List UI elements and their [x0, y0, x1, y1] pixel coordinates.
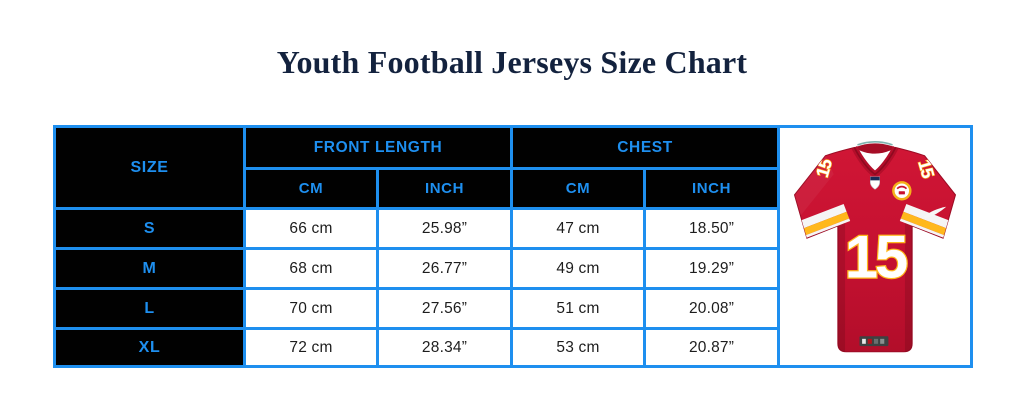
nike-swoosh-icon — [923, 206, 947, 219]
front-length-cm-value: 70 cm — [243, 287, 379, 330]
size-chart-table: SIZE FRONT LENGTH CHEST — [53, 125, 974, 368]
header-chest: CHEST — [510, 125, 781, 170]
subheader-chest-inch: INCH — [643, 167, 781, 210]
chest-inch-value: 20.08” — [643, 287, 781, 330]
front-length-cm-value: 66 cm — [243, 207, 379, 250]
front-length-cm-value: 68 cm — [243, 247, 379, 290]
jersey-15-image: 15 15 15 — [793, 140, 957, 353]
jersey-number: 15 — [845, 223, 907, 290]
table-row: M 68 cm 26.77” 49 cm 19.29” — [53, 247, 972, 290]
table-row: S 66 cm 25.98” 47 cm 18.50” — [53, 207, 972, 250]
side-shade-left — [837, 221, 846, 352]
subheader-chest-cm: CM — [510, 167, 647, 210]
collar-teal-line — [857, 140, 893, 146]
side-shade-right — [904, 221, 913, 352]
front-length-inch-value: 27.56” — [375, 287, 514, 330]
header-size: SIZE — [53, 125, 246, 210]
chest-cm-value: 51 cm — [510, 287, 647, 330]
jersey-photo: 15 15 15 — [777, 125, 974, 368]
subheader-front-cm: CM — [243, 167, 379, 210]
front-length-inch-value: 28.34” — [375, 327, 514, 368]
table-row: XL 72 cm 28.34” 53 cm 20.87” — [53, 327, 972, 368]
nfl-shield-icon — [870, 176, 880, 190]
size-cell: M — [53, 247, 246, 290]
size-cell: L — [53, 287, 246, 330]
front-length-cm-value: 72 cm — [243, 327, 379, 368]
chest-cm-value: 47 cm — [510, 207, 647, 250]
collar-back — [854, 143, 896, 154]
header-front-length: FRONT LENGTH — [242, 125, 514, 170]
size-cell: S — [53, 207, 246, 250]
chest-inch-value: 19.29” — [643, 247, 781, 290]
chest-cm-value: 49 cm — [510, 247, 647, 290]
chest-inch-value: 18.50” — [643, 207, 781, 250]
size-cell: XL — [53, 327, 246, 368]
jock-tag — [859, 336, 889, 347]
chest-cm-value: 53 cm — [510, 327, 647, 368]
front-length-inch-value: 25.98” — [375, 207, 514, 250]
subheader-front-inch: INCH — [375, 167, 514, 210]
chest-inch-value: 20.87” — [643, 327, 781, 368]
front-length-inch-value: 26.77” — [375, 247, 514, 290]
team-patch-icon — [892, 181, 912, 201]
table-row: L 70 cm 27.56” 51 cm 20.08” — [53, 287, 972, 330]
page-title: Youth Football Jerseys Size Chart — [276, 44, 748, 80]
